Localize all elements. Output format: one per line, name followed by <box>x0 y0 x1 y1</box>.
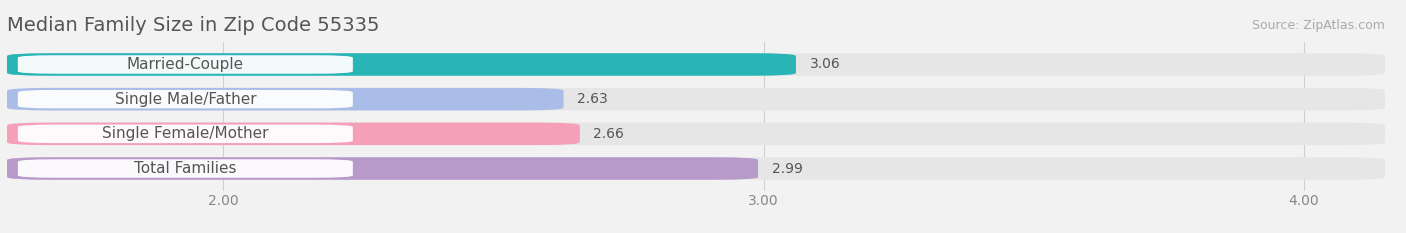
FancyBboxPatch shape <box>7 157 1385 180</box>
FancyBboxPatch shape <box>7 88 564 110</box>
Text: Single Male/Father: Single Male/Father <box>114 92 256 107</box>
Text: Total Families: Total Families <box>134 161 236 176</box>
Text: Single Female/Mother: Single Female/Mother <box>103 126 269 141</box>
Text: 3.06: 3.06 <box>810 58 841 72</box>
Text: 2.99: 2.99 <box>772 161 803 175</box>
FancyBboxPatch shape <box>18 90 353 108</box>
FancyBboxPatch shape <box>18 125 353 143</box>
FancyBboxPatch shape <box>7 123 579 145</box>
FancyBboxPatch shape <box>18 55 353 74</box>
Text: Married-Couple: Married-Couple <box>127 57 243 72</box>
Text: 2.66: 2.66 <box>593 127 624 141</box>
FancyBboxPatch shape <box>18 159 353 178</box>
Text: Median Family Size in Zip Code 55335: Median Family Size in Zip Code 55335 <box>7 16 380 35</box>
Text: Source: ZipAtlas.com: Source: ZipAtlas.com <box>1251 19 1385 32</box>
FancyBboxPatch shape <box>7 123 1385 145</box>
FancyBboxPatch shape <box>7 53 796 76</box>
Text: 2.63: 2.63 <box>576 92 607 106</box>
FancyBboxPatch shape <box>7 157 758 180</box>
FancyBboxPatch shape <box>7 88 1385 110</box>
FancyBboxPatch shape <box>7 53 1385 76</box>
